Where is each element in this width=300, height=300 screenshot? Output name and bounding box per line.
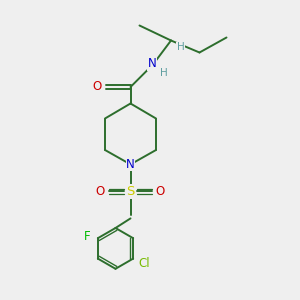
Text: N: N xyxy=(147,57,156,70)
Text: O: O xyxy=(156,185,165,198)
Text: H: H xyxy=(160,68,167,78)
Text: N: N xyxy=(126,158,135,171)
Text: Cl: Cl xyxy=(139,256,150,270)
Text: O: O xyxy=(92,80,101,94)
Text: H: H xyxy=(177,42,184,52)
Text: F: F xyxy=(84,230,91,243)
Text: O: O xyxy=(96,185,105,198)
Text: S: S xyxy=(126,185,135,198)
